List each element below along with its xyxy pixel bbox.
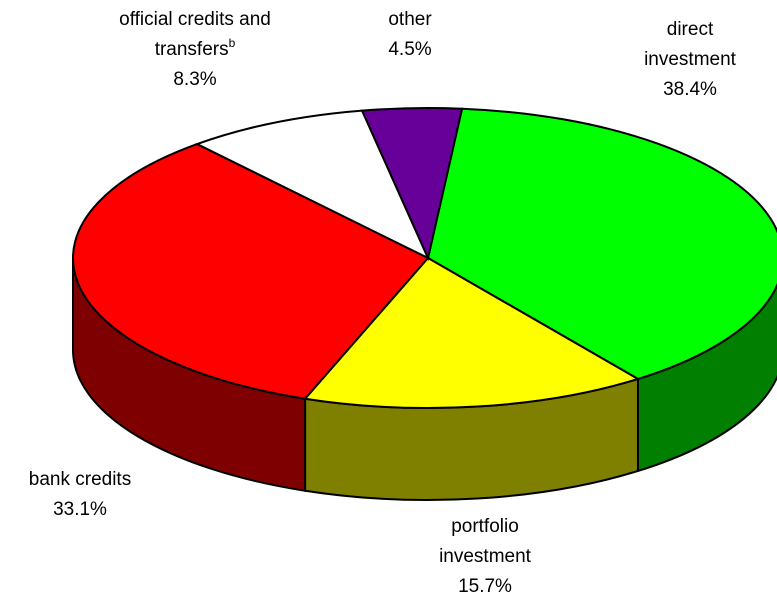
pie-slice [72,142,430,400]
category-text: direct investment [644,19,736,70]
category-text: bank credits [28,469,132,490]
slice-label: direct investment 38.4% [635,15,745,105]
pie-slice [303,256,641,409]
category-text: official credits and transfers [119,9,271,60]
value-label: 38.4% [663,79,717,100]
category-text: portfolio investment [439,516,531,567]
value-label: 8.3% [173,69,217,90]
slice-label: portfolio investment 15.7% [420,512,550,602]
category-label: bank credits [0,465,160,495]
pie-slice [360,107,464,262]
slice-label: official credits and transfersb 8.3% [110,5,280,95]
slice-label: bank credits 33.1% [0,465,160,525]
category-text: other [388,9,432,30]
pie-slice [194,109,431,261]
value-label: 33.1% [53,499,107,520]
category-label: official credits and transfersb [110,5,280,65]
category-label: direct investment [635,15,745,75]
value-label: 15.7% [458,576,512,597]
category-label: portfolio investment [420,512,550,572]
pie-slice [426,107,777,381]
category-label: other [370,5,450,35]
footnote-mark: b [228,36,236,50]
slice-label: other 4.5% [370,5,450,65]
value-label: 4.5% [388,39,432,60]
